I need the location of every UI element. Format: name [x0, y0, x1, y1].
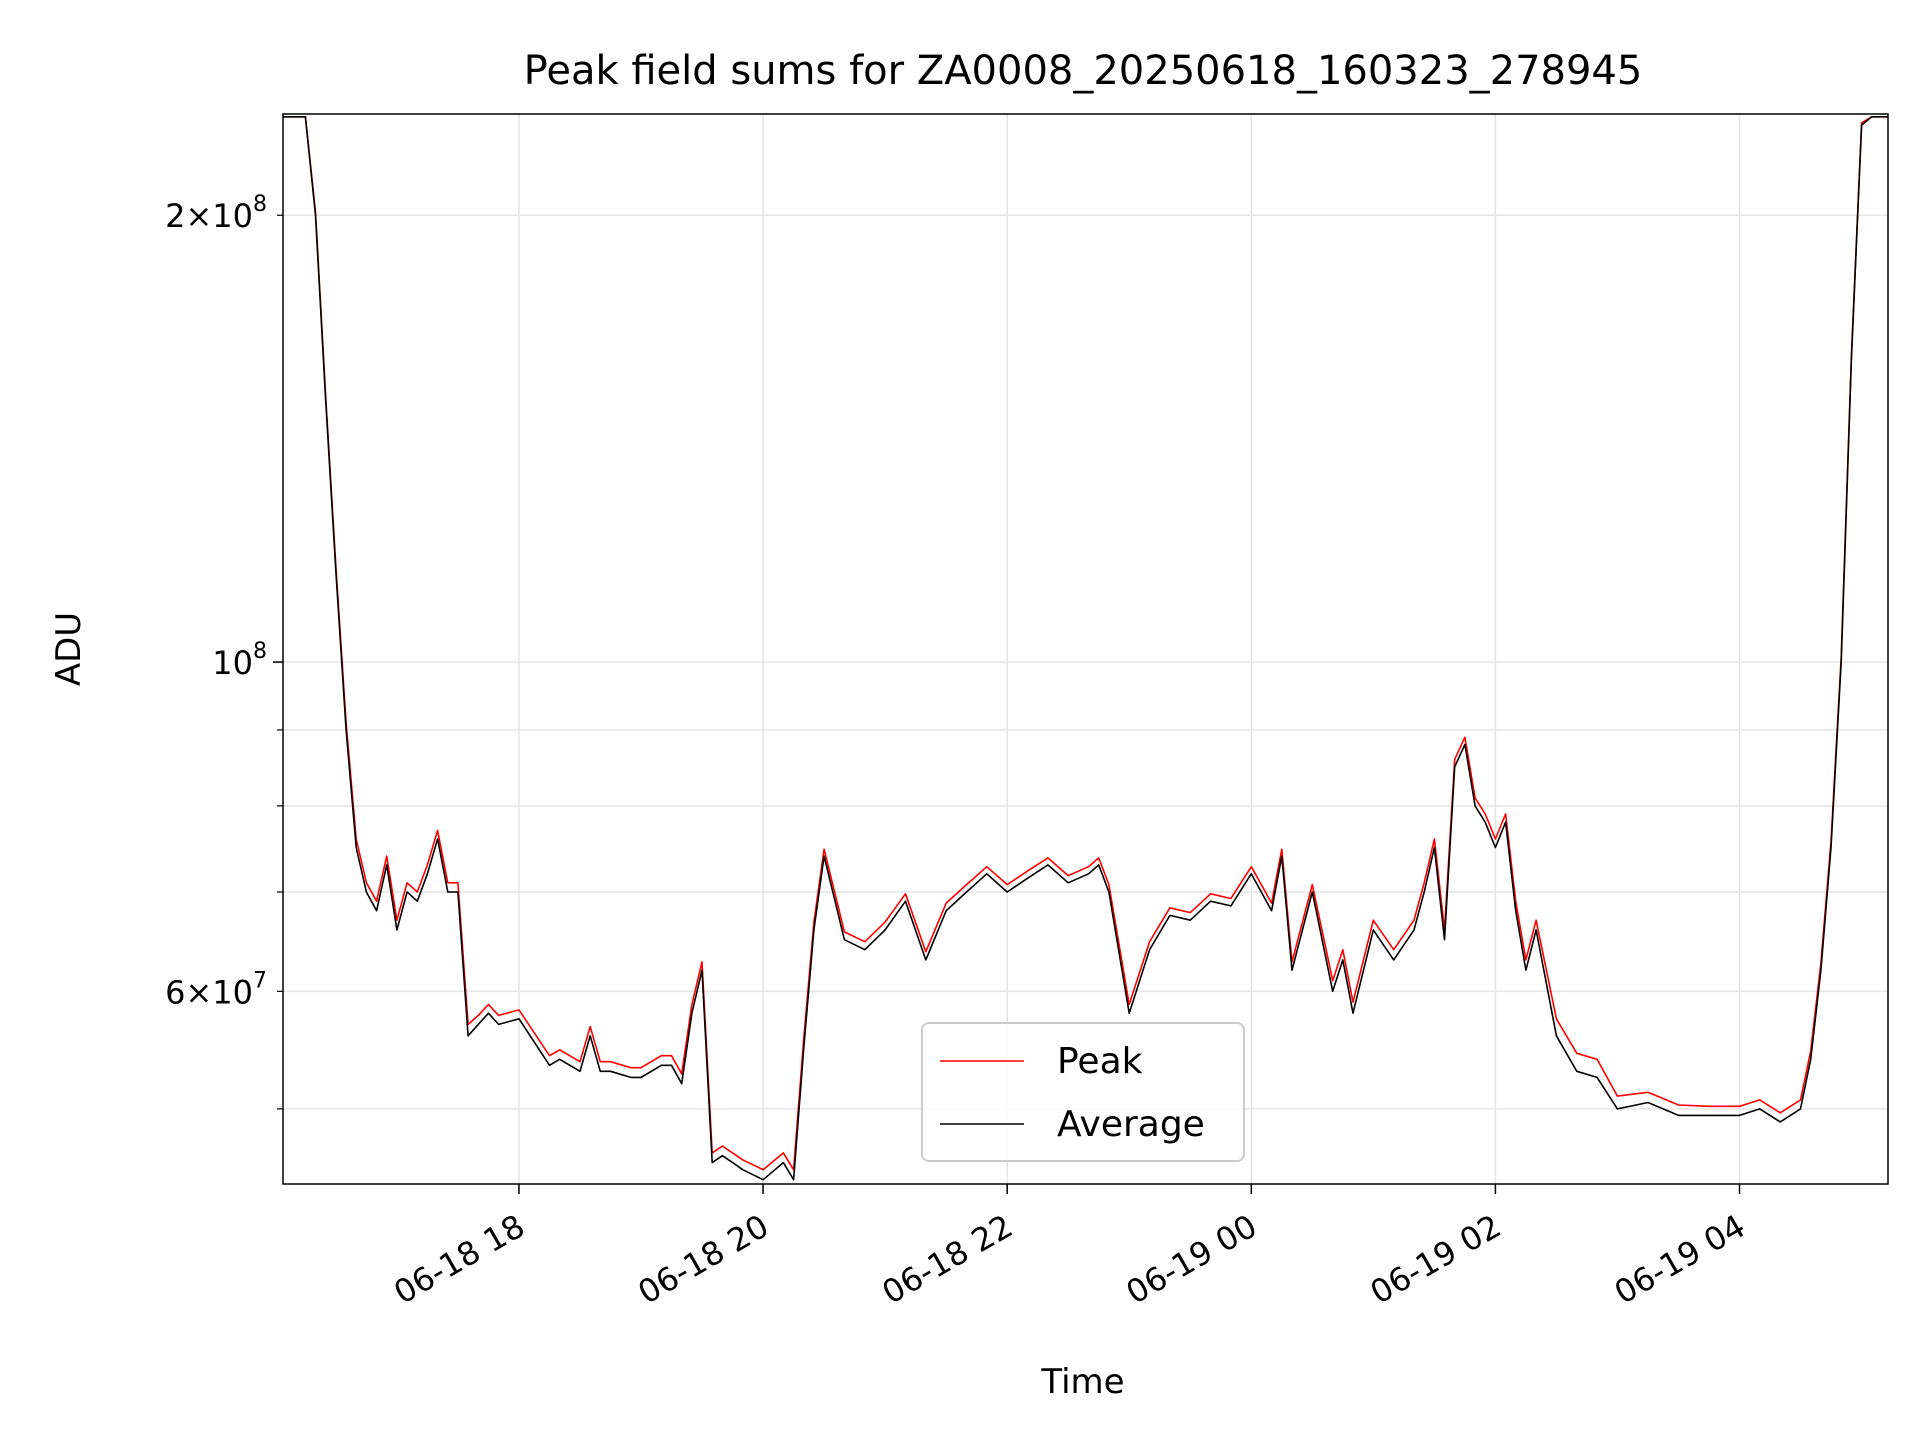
- series-line-peak: [283, 116, 1888, 1171]
- grid: [283, 114, 1888, 1184]
- y-tick-label: 2×108: [165, 192, 267, 235]
- legend-box: [921, 1022, 1245, 1162]
- y-tick-exponent: 8: [253, 639, 267, 664]
- y-tick-exponent: 8: [253, 192, 267, 217]
- y-tick-base: 10: [212, 197, 253, 235]
- x-axis-label: Time: [1040, 1362, 1124, 1402]
- y-tick-base: 10: [212, 644, 253, 682]
- y-tick-label: 6×107: [165, 968, 267, 1011]
- y-tick-times: ×: [185, 973, 212, 1011]
- y-tick-base: 10: [212, 973, 253, 1011]
- y-tick-mantissa: 6: [165, 973, 185, 1011]
- y-axis-label: ADU: [49, 612, 89, 686]
- y-tick-exponent: 7: [253, 968, 267, 993]
- axes-frame: [282, 113, 1889, 1185]
- y-tick-times: ×: [185, 197, 212, 235]
- series-layer: [283, 116, 1888, 1181]
- y-tick-mantissa: 2: [165, 197, 185, 235]
- series-line-average: [283, 116, 1888, 1181]
- legend: Peak Average: [921, 1022, 1245, 1162]
- chart-title: Peak field sums for ZA0008_20250618_1603…: [524, 48, 1643, 94]
- y-tick-label: 108: [212, 639, 267, 682]
- legend-average-label: Average: [1057, 1104, 1205, 1145]
- legend-peak-label: Peak: [1057, 1041, 1143, 1082]
